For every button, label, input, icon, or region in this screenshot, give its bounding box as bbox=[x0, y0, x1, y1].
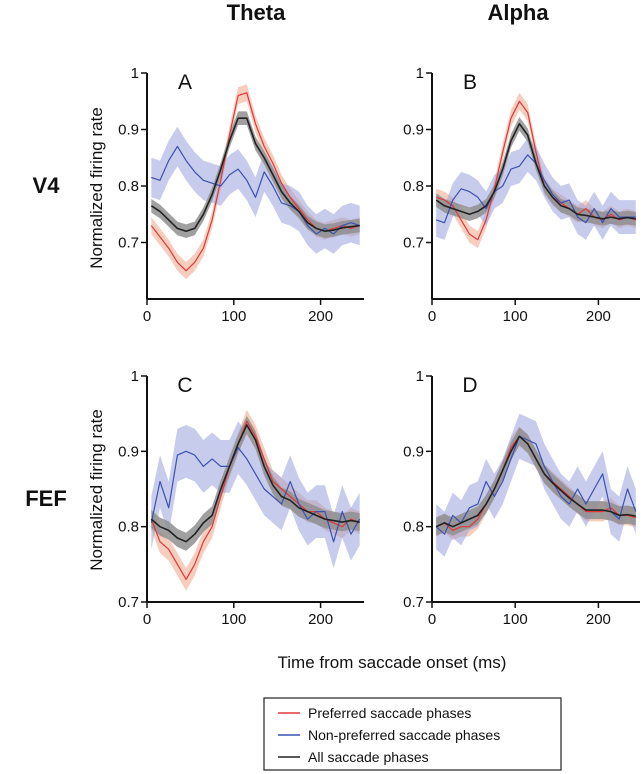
panel-letter-c: C bbox=[177, 374, 192, 397]
legend: Preferred saccade phases Non-preferred s… bbox=[263, 697, 562, 771]
panel-b-ytick-label: 1 bbox=[416, 65, 424, 82]
panel-c-band-preferred bbox=[151, 409, 360, 591]
panel-b-ytick-label: 0.7 bbox=[403, 235, 424, 252]
panel-d-ytick-label: 0.7 bbox=[403, 594, 424, 611]
y-axis-label-bottom: Normalized firing rate bbox=[87, 409, 106, 571]
panel-d-band-all bbox=[436, 427, 636, 536]
panel-c-ytick-label: 0.7 bbox=[118, 594, 139, 611]
panel-c-xtick-label: 100 bbox=[221, 611, 246, 628]
panel-b-xtick-label: 0 bbox=[428, 308, 436, 325]
legend-label-nonpreferred: Non-preferred saccade phases bbox=[308, 727, 500, 743]
panel-c-xtick-label: 200 bbox=[308, 611, 333, 628]
panel-a-band-all bbox=[151, 111, 360, 238]
panel-c-band-all bbox=[151, 415, 360, 551]
panel-c-line-nonpreferred bbox=[150, 447, 361, 543]
panel-a-line-all bbox=[150, 117, 360, 232]
panel-b-line-all bbox=[435, 123, 636, 220]
panel-letter-b: B bbox=[463, 71, 477, 94]
panel-a-xtick-label: 100 bbox=[221, 308, 246, 325]
panel-c-line-all bbox=[150, 424, 360, 543]
panel-a-line-nonpreferred bbox=[151, 145, 360, 235]
column-title-theta: Theta bbox=[227, 0, 286, 25]
panel-b-xtick-label: 100 bbox=[503, 308, 528, 325]
panel-d-ytick-label: 1 bbox=[416, 368, 424, 385]
panel-a-xtick-label: 200 bbox=[308, 308, 333, 325]
panel-d-line-nonpreferred bbox=[435, 435, 637, 535]
panel-a-ytick-label: 0.7 bbox=[118, 235, 139, 252]
panel-a: 0.7 0.8 0.9 1 0 100 200 A bbox=[118, 65, 364, 325]
panel-b-band-all bbox=[436, 117, 636, 226]
panel-letter-d: D bbox=[462, 374, 477, 397]
panel-b: 0.7 0.8 0.9 1 0 100 200 B bbox=[403, 65, 640, 325]
legend-label-preferred: Preferred saccade phases bbox=[308, 705, 471, 721]
y-axis-label-top: Normalized firing rate bbox=[87, 107, 106, 269]
row-title-v4: V4 bbox=[33, 173, 61, 198]
panel-c-xtick-label: 0 bbox=[143, 611, 151, 628]
column-title-alpha: Alpha bbox=[487, 0, 549, 25]
panel-d: 0.7 0.8 0.9 1 0 100 200 D bbox=[403, 368, 640, 628]
panel-a-ytick-label: 0.9 bbox=[118, 122, 139, 139]
panel-a-xtick-label: 0 bbox=[143, 308, 151, 325]
panel-c: 0.7 0.8 0.9 1 0 100 200 C bbox=[118, 368, 364, 628]
panel-a-ytick-label: 0.8 bbox=[118, 178, 139, 195]
panel-d-xtick-label: 100 bbox=[503, 611, 528, 628]
panel-c-ytick-label: 1 bbox=[131, 368, 139, 385]
panel-c-ytick-label: 0.9 bbox=[118, 443, 139, 460]
panel-b-ytick-label: 0.8 bbox=[403, 178, 424, 195]
panel-d-xtick-label: 200 bbox=[586, 611, 611, 628]
x-axis-label: Time from saccade onset (ms) bbox=[278, 653, 507, 672]
panel-d-line-all bbox=[435, 435, 636, 528]
panel-d-ytick-label: 0.9 bbox=[403, 443, 424, 460]
panel-a-ytick-label: 1 bbox=[131, 65, 139, 82]
row-title-fef: FEF bbox=[25, 486, 67, 511]
panel-b-xtick-label: 200 bbox=[586, 308, 611, 325]
legend-label-all: All saccade phases bbox=[308, 749, 429, 765]
panel-c-ytick-label: 0.8 bbox=[118, 519, 139, 536]
panel-letter-a: A bbox=[178, 71, 192, 94]
legend-box bbox=[263, 697, 562, 771]
panel-d-ytick-label: 0.8 bbox=[403, 519, 424, 536]
panel-d-band-nonpreferred bbox=[436, 413, 636, 557]
panel-d-xtick-label: 0 bbox=[428, 611, 436, 628]
panel-b-line-preferred bbox=[436, 100, 636, 241]
panel-c-band-nonpreferred bbox=[151, 421, 360, 569]
panel-b-ytick-label: 0.9 bbox=[403, 122, 424, 139]
